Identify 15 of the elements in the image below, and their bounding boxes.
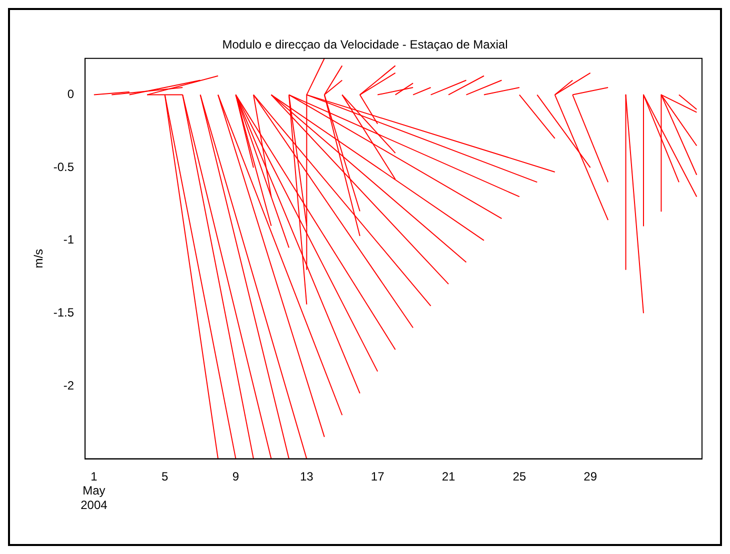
x-tick-label: 13 <box>300 469 314 484</box>
y-tick-label: -0.5 <box>53 160 74 174</box>
chart-title: Modulo e direcçao da Velocidade - Estaçao de Maxial <box>222 38 508 52</box>
x-tick-label: 17 <box>370 469 385 484</box>
x-tick-label: 1 May 2004 <box>80 469 108 512</box>
y-tick-label: -1.5 <box>53 306 74 320</box>
y-axis-title: m/s <box>32 248 46 268</box>
x-tick-label: 9 <box>232 469 240 484</box>
x-tick-label: 5 <box>162 469 169 484</box>
y-tick-label: -2 <box>63 378 74 392</box>
x-tick-label: 29 <box>584 469 598 484</box>
x-tick-label: 25 <box>512 469 526 484</box>
y-tick-label: -1 <box>63 232 74 247</box>
x-tick-label: 21 <box>442 469 456 484</box>
y-tick-label: 0 <box>67 87 74 102</box>
